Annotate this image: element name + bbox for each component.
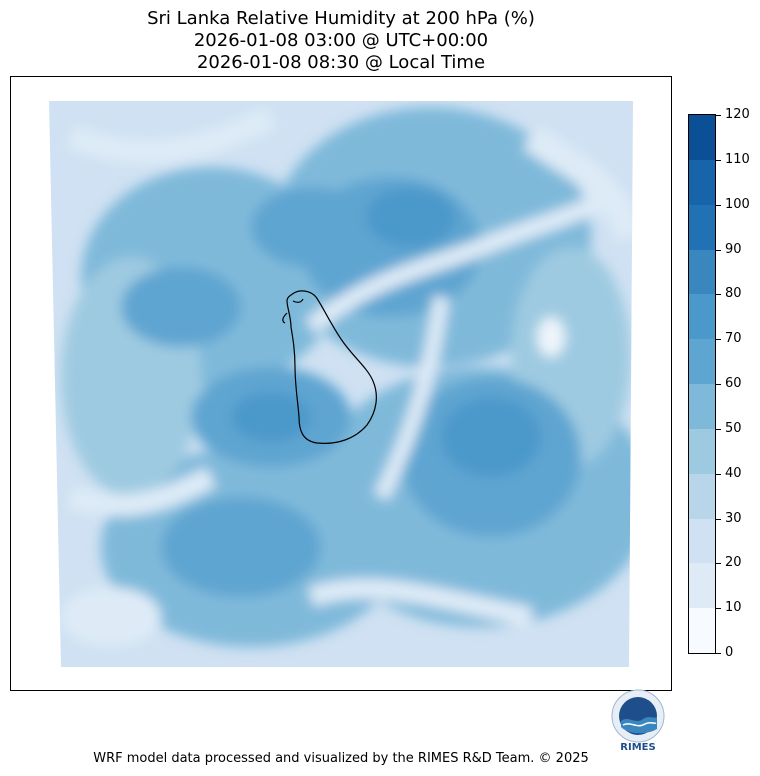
colorbar-segment: [689, 114, 715, 160]
map-title-line3: 2026-01-08 08:30 @ Local Time: [196, 52, 486, 73]
colorbar-tick-mark: [716, 653, 721, 654]
humidity-field-map: [49, 101, 633, 667]
colorbar-tick-label: 110: [725, 151, 750, 167]
colorbar-tick-mark: [716, 339, 721, 341]
colorbar-segment: [689, 159, 715, 205]
colorbar-tick-mark: [716, 294, 721, 296]
colorbar-segment: [689, 607, 715, 653]
colorbar-tick-label: 0: [725, 645, 734, 660]
colorbar-tick-mark: [716, 473, 721, 475]
colorbar-segment: [689, 473, 715, 519]
colorbar-tick-mark: [716, 428, 721, 430]
colorbar-segment: [689, 518, 715, 564]
footer-credit: WRF model data processed and visualized …: [93, 751, 589, 766]
colorbar-tick-label: 100: [725, 196, 750, 212]
colorbar-segment: [689, 428, 715, 474]
colorbar-tick-label: 40: [725, 465, 742, 481]
colorbar-tick-label: 120: [725, 107, 750, 122]
sri-lanka-coastline: [282, 290, 377, 444]
colorbar-segment: [689, 293, 715, 340]
map-title-line1: Sri Lanka Relative Humidity at 200 hPa (…: [147, 8, 535, 29]
colorbar-tick-label: 70: [725, 331, 742, 347]
colorbar-tick-mark: [716, 563, 721, 565]
map-title-line2: 2026-01-08 03:00 @ UTC+00:00: [193, 30, 489, 51]
colorbar-tick-mark: [716, 384, 721, 385]
rimes-logo: RIMES: [607, 689, 669, 755]
colorbar-tick-mark: [716, 608, 721, 610]
map-panel: RIMES: [10, 76, 672, 753]
colorbar-segment: [689, 383, 715, 429]
colorbar-segment: [689, 204, 715, 250]
colorbar-tick-label: 10: [725, 600, 742, 616]
colorbar-tick-label: 20: [725, 555, 742, 571]
colorbar-tick-mark: [716, 249, 721, 251]
colorbar-tick-mark: [716, 518, 721, 520]
colorbar-tick-label: 60: [725, 376, 742, 391]
colorbar-tick-label: 90: [725, 241, 742, 257]
colorbar-segment: [689, 249, 715, 295]
colorbar: [688, 114, 716, 654]
rimes-logo-text: RIMES: [620, 742, 656, 753]
colorbar-tick-mark: [716, 115, 721, 116]
colorbar-segment: [689, 338, 715, 384]
colorbar-segment: [689, 562, 715, 609]
colorbar-tick-mark: [716, 159, 721, 161]
rimes-emblem-icon: [611, 689, 665, 743]
colorbar-tick-label: 80: [725, 286, 742, 302]
colorbar-tick-mark: [716, 204, 721, 206]
colorbar-tick-label: 30: [725, 510, 742, 526]
colorbar-tick-label: 50: [725, 420, 742, 436]
